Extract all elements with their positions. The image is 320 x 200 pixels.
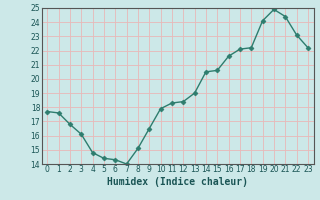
X-axis label: Humidex (Indice chaleur): Humidex (Indice chaleur) — [107, 177, 248, 187]
